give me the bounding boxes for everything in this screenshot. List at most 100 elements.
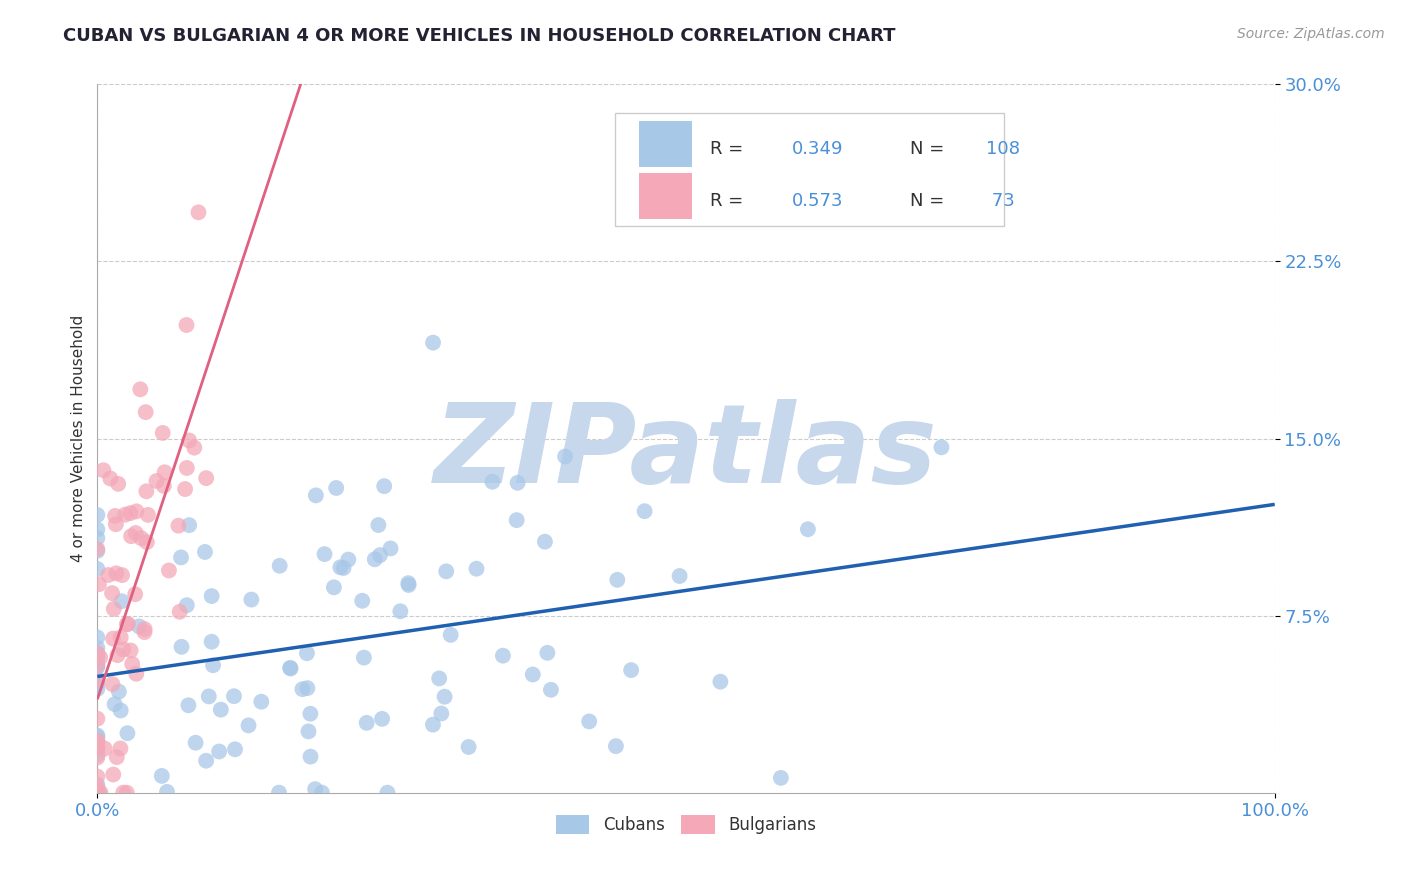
Point — [86, 631, 108, 645]
Point — [322, 580, 344, 594]
Point — [86, 542, 108, 557]
Point — [540, 682, 562, 697]
Point — [222, 689, 245, 703]
Point — [184, 736, 207, 750]
Point — [174, 482, 197, 496]
Point — [153, 465, 176, 479]
Point — [157, 564, 180, 578]
Point — [135, 405, 157, 419]
Point — [134, 622, 156, 636]
Point — [86, 712, 108, 726]
Point — [114, 508, 136, 522]
Point — [111, 568, 134, 582]
Point — [135, 535, 157, 549]
Point — [86, 673, 108, 688]
Point — [89, 650, 111, 665]
Point — [103, 602, 125, 616]
Point — [465, 562, 488, 576]
Point — [86, 778, 108, 792]
Point — [352, 594, 374, 608]
Point — [325, 481, 347, 495]
Point — [371, 712, 394, 726]
Point — [481, 475, 503, 489]
Point — [299, 706, 322, 721]
Point — [136, 508, 159, 522]
Point — [110, 631, 132, 645]
Point — [299, 749, 322, 764]
Point — [554, 450, 576, 464]
Point — [440, 628, 463, 642]
Point — [367, 518, 389, 533]
Point — [329, 560, 352, 574]
Point — [314, 547, 336, 561]
Point — [110, 704, 132, 718]
Point — [93, 463, 115, 477]
Point — [364, 552, 387, 566]
Point — [167, 518, 190, 533]
Point — [86, 750, 108, 764]
Point — [97, 568, 120, 582]
Point — [120, 529, 142, 543]
Point — [267, 786, 290, 800]
Point — [195, 471, 218, 485]
Point — [86, 640, 108, 655]
Point — [156, 785, 179, 799]
Point — [931, 440, 953, 454]
Point — [170, 550, 193, 565]
Point — [377, 786, 399, 800]
Point — [170, 640, 193, 654]
Point — [422, 717, 444, 731]
Point — [117, 617, 139, 632]
Point — [86, 523, 108, 537]
Point — [86, 681, 108, 696]
Point — [86, 786, 108, 800]
Point — [93, 741, 115, 756]
Point — [107, 476, 129, 491]
Y-axis label: 4 or more Vehicles in Household: 4 or more Vehicles in Household — [72, 315, 86, 562]
Point — [169, 605, 191, 619]
Point — [578, 714, 600, 729]
Point — [87, 577, 110, 591]
Point — [606, 573, 628, 587]
Point — [128, 619, 150, 633]
Text: CUBAN VS BULGARIAN 4 OR MORE VEHICLES IN HOUSEHOLD CORRELATION CHART: CUBAN VS BULGARIAN 4 OR MORE VEHICLES IN… — [63, 27, 896, 45]
Legend: Cubans, Bulgarians: Cubans, Bulgarians — [557, 814, 815, 834]
Point — [305, 488, 328, 502]
Point — [117, 726, 139, 740]
Point — [86, 676, 108, 690]
Point — [353, 650, 375, 665]
Point — [197, 690, 219, 704]
Point — [506, 475, 529, 490]
Point — [492, 648, 515, 663]
Point — [86, 659, 108, 673]
Bar — [638, 173, 692, 219]
Point — [121, 657, 143, 671]
Point — [224, 742, 246, 756]
Point — [86, 780, 108, 795]
Point — [86, 735, 108, 749]
Point — [120, 506, 142, 520]
Text: R =: R = — [710, 192, 748, 211]
Point — [311, 786, 333, 800]
Point — [134, 625, 156, 640]
Point — [125, 666, 148, 681]
Point — [398, 578, 420, 592]
Point — [89, 786, 111, 800]
Point — [86, 648, 108, 662]
Point — [108, 684, 131, 698]
Point — [86, 531, 108, 545]
Point — [86, 657, 108, 672]
Point — [179, 518, 201, 533]
Point — [433, 690, 456, 704]
Text: R =: R = — [710, 140, 748, 158]
Point — [86, 544, 108, 558]
Point — [534, 534, 557, 549]
Point — [176, 461, 198, 475]
Point — [605, 739, 627, 753]
Point — [86, 660, 108, 674]
Point — [380, 541, 402, 556]
Point — [107, 648, 129, 662]
Point — [297, 724, 319, 739]
Text: 0.573: 0.573 — [792, 192, 844, 211]
Point — [430, 706, 453, 721]
